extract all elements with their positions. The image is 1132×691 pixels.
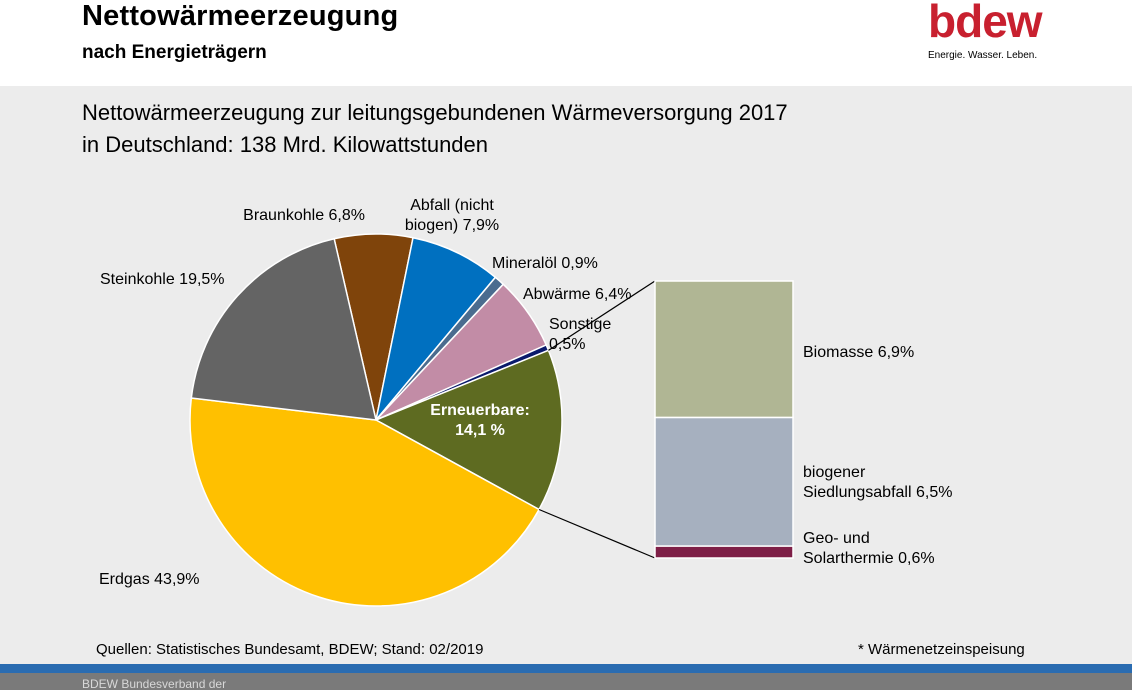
source-note: Quellen: Statistisches Bundesamt, BDEW; … bbox=[96, 641, 484, 658]
breakdown-connector-1 bbox=[538, 508, 656, 559]
footer-gray-bar bbox=[0, 673, 1132, 690]
chart-heading-line-1: Nettowärmeerzeugung zur leitungsgebunden… bbox=[82, 100, 788, 125]
logo-tagline: Energie. Wasser. Leben. bbox=[928, 50, 1038, 61]
bdew-logo: bdew bbox=[928, 0, 1043, 47]
chart-panel bbox=[0, 86, 1132, 664]
slice-label-6: Erdgas 43,9% bbox=[99, 571, 200, 588]
breakdown-label-0: Biomasse 6,9% bbox=[803, 344, 914, 361]
pie-slice-6 bbox=[189, 397, 541, 607]
slice-label-4: Sonstige 0,5% bbox=[549, 316, 611, 353]
breakdown-label-1: biogener Siedlungsabfall 6,5% bbox=[803, 464, 952, 501]
pie-slice-5 bbox=[374, 349, 563, 511]
slice-label-5: Erneuerbare: 14,1 % bbox=[430, 402, 530, 439]
breakdown-segment-2 bbox=[654, 545, 794, 559]
breakdown-segment-0 bbox=[654, 280, 794, 419]
breakdown-segment-1 bbox=[654, 416, 794, 547]
pie-slice-1 bbox=[375, 236, 497, 421]
slice-label-2: Mineralöl 0,9% bbox=[492, 255, 598, 272]
pie-slice-7 bbox=[190, 237, 377, 421]
breakdown-connector-0 bbox=[548, 280, 656, 351]
slice-label-7: Steinkohle 19,5% bbox=[100, 271, 225, 288]
breakdown-label-2: Geo- und Solarthermie 0,6% bbox=[803, 530, 935, 567]
chart-heading-line-2: in Deutschland: 138 Mrd. Kilowattstunden bbox=[82, 132, 489, 157]
slice-label-0: Braunkohle 6,8% bbox=[243, 207, 365, 224]
page-subtitle: nach Energieträgern bbox=[82, 42, 267, 63]
slice-label-1: Abfall (nicht biogen) 7,9% bbox=[405, 197, 499, 234]
footnote: * Wärmenetzeinspeisung bbox=[858, 641, 1025, 658]
footer-org-text: BDEW Bundesverband der bbox=[82, 677, 227, 691]
footer-blue-stripe bbox=[0, 664, 1132, 673]
header: Nettowärmeerzeugung nach Energieträgern … bbox=[0, 0, 1132, 86]
page-title: Nettowärmeerzeugung bbox=[82, 0, 399, 32]
slice-label-3: Abwärme 6,4% bbox=[523, 286, 632, 303]
